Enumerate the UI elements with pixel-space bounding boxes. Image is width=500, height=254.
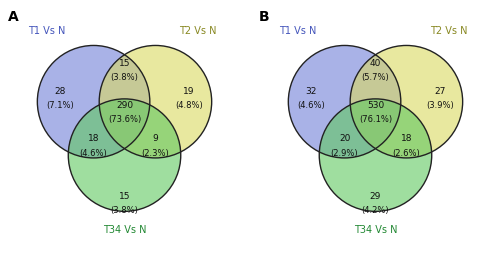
Text: T1 Vs N: T1 Vs N bbox=[280, 26, 317, 36]
Circle shape bbox=[38, 45, 150, 158]
Text: A: A bbox=[8, 10, 18, 24]
Text: 28: 28 bbox=[54, 87, 66, 96]
Text: (7.1%): (7.1%) bbox=[46, 101, 74, 110]
Text: (76.1%): (76.1%) bbox=[359, 115, 392, 124]
Text: (4.6%): (4.6%) bbox=[80, 149, 108, 157]
Text: 32: 32 bbox=[305, 87, 316, 96]
Text: T2 Vs N: T2 Vs N bbox=[179, 26, 216, 36]
Circle shape bbox=[288, 45, 401, 158]
Text: (73.6%): (73.6%) bbox=[108, 115, 141, 124]
Text: 15: 15 bbox=[119, 192, 130, 201]
Text: T34 Vs N: T34 Vs N bbox=[103, 225, 146, 235]
Text: 20: 20 bbox=[339, 134, 350, 144]
Text: (5.7%): (5.7%) bbox=[362, 73, 390, 82]
Text: 18: 18 bbox=[400, 134, 412, 144]
Text: 40: 40 bbox=[370, 58, 381, 68]
Text: (2.6%): (2.6%) bbox=[392, 149, 420, 157]
Text: 530: 530 bbox=[367, 101, 384, 110]
Text: T1 Vs N: T1 Vs N bbox=[28, 26, 66, 36]
Text: 18: 18 bbox=[88, 134, 100, 144]
Text: (3.8%): (3.8%) bbox=[110, 206, 138, 215]
Text: (4.6%): (4.6%) bbox=[297, 101, 324, 110]
Text: (4.2%): (4.2%) bbox=[362, 206, 390, 215]
Circle shape bbox=[319, 99, 432, 211]
Text: (2.3%): (2.3%) bbox=[142, 149, 170, 157]
Text: (4.8%): (4.8%) bbox=[176, 101, 203, 110]
Text: (3.8%): (3.8%) bbox=[110, 73, 138, 82]
Text: 9: 9 bbox=[152, 134, 158, 144]
Text: 19: 19 bbox=[184, 87, 195, 96]
Text: 29: 29 bbox=[370, 192, 381, 201]
Text: T2 Vs N: T2 Vs N bbox=[430, 26, 468, 36]
Text: T34 Vs N: T34 Vs N bbox=[354, 225, 397, 235]
Text: 290: 290 bbox=[116, 101, 133, 110]
Text: (2.9%): (2.9%) bbox=[330, 149, 358, 157]
Circle shape bbox=[99, 45, 212, 158]
Text: B: B bbox=[259, 10, 270, 24]
Text: 27: 27 bbox=[434, 87, 446, 96]
Circle shape bbox=[68, 99, 181, 211]
Text: 15: 15 bbox=[119, 58, 130, 68]
Text: (3.9%): (3.9%) bbox=[426, 101, 454, 110]
Circle shape bbox=[350, 45, 463, 158]
